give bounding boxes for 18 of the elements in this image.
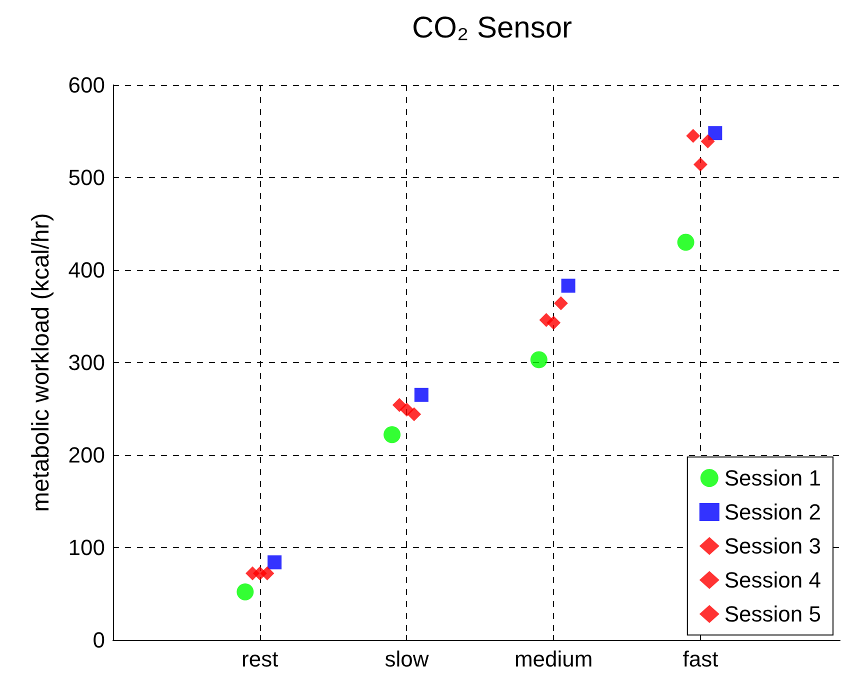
y-tick-label: 200 [68, 442, 105, 468]
y-tick-label: 600 [68, 72, 105, 98]
legend-label: Session 1 [724, 466, 822, 490]
legend-label: Session 4 [724, 568, 822, 592]
x-tick-label: medium [514, 646, 593, 672]
chart-title: CO₂ Sensor [412, 12, 572, 44]
y-tick-label: 400 [68, 258, 105, 282]
legend-label: Session 3 [724, 534, 822, 558]
y-tick-label: 0 [92, 628, 105, 652]
y-axis-title: metabolic workload (kcal/hr) [28, 213, 54, 512]
x-tick-label: fast [682, 646, 718, 672]
x-tick-label: rest [242, 646, 278, 672]
y-tick-label: 500 [68, 165, 105, 190]
y-tick-label: 300 [68, 350, 105, 375]
legend-label: Session 5 [724, 602, 822, 626]
legend-label: Session 2 [724, 500, 822, 524]
y-tick-label: 100 [68, 535, 105, 560]
x-tick-label: slow [384, 646, 429, 672]
